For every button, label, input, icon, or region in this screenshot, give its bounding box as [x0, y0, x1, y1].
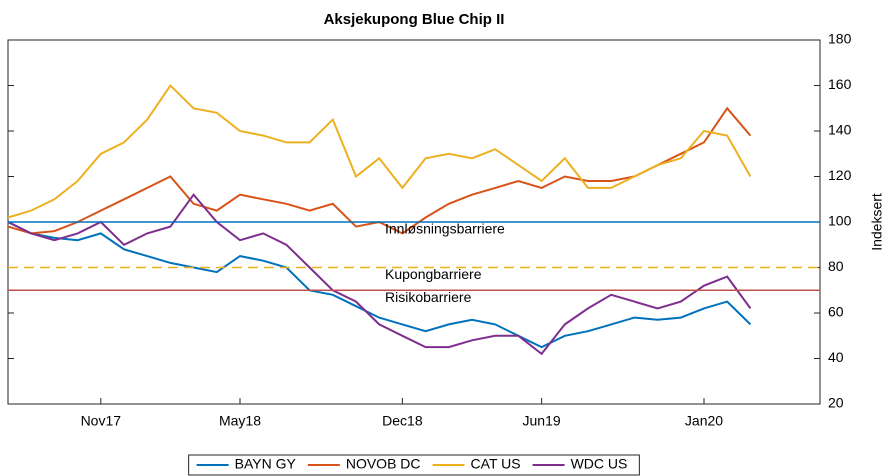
series-line [7, 193, 752, 356]
y-axis-label: Indeksert [869, 193, 885, 251]
series-line [7, 221, 752, 349]
reference-label: Risikobarriere [385, 289, 472, 305]
y-tick-label: 120 [828, 167, 852, 183]
y-tick-label: 140 [828, 122, 852, 138]
legend-label: NOVOB DC [346, 456, 421, 472]
x-tick-label: Nov17 [81, 413, 122, 429]
y-tick-label: 100 [828, 213, 852, 229]
y-tick-label: 60 [828, 304, 844, 320]
y-tick-label: 20 [828, 395, 844, 411]
x-tick-label: Jun19 [523, 413, 561, 429]
legend-label: WDC US [571, 456, 628, 472]
legend: BAYN GY NOVOB DC CAT US WDC US [188, 454, 640, 476]
x-tick-label: Jan20 [685, 413, 723, 429]
reference-label: Kupongbarriere [385, 266, 482, 282]
chart-title: Aksjekupong Blue Chip II [324, 11, 505, 28]
x-tick-label: May18 [219, 413, 261, 429]
y-tick-label: 180 [828, 31, 852, 47]
y-tick-label: 160 [828, 76, 852, 92]
reference-label: Innløsningsbarriere [385, 221, 505, 237]
y-tick-label: 40 [828, 349, 844, 365]
series-line [7, 83, 752, 219]
x-tick-label: Dec18 [382, 413, 423, 429]
legend-label: BAYN GY [235, 456, 297, 472]
legend-label: CAT US [471, 456, 521, 472]
y-tick-label: 80 [828, 258, 844, 274]
legend-box [188, 454, 640, 476]
